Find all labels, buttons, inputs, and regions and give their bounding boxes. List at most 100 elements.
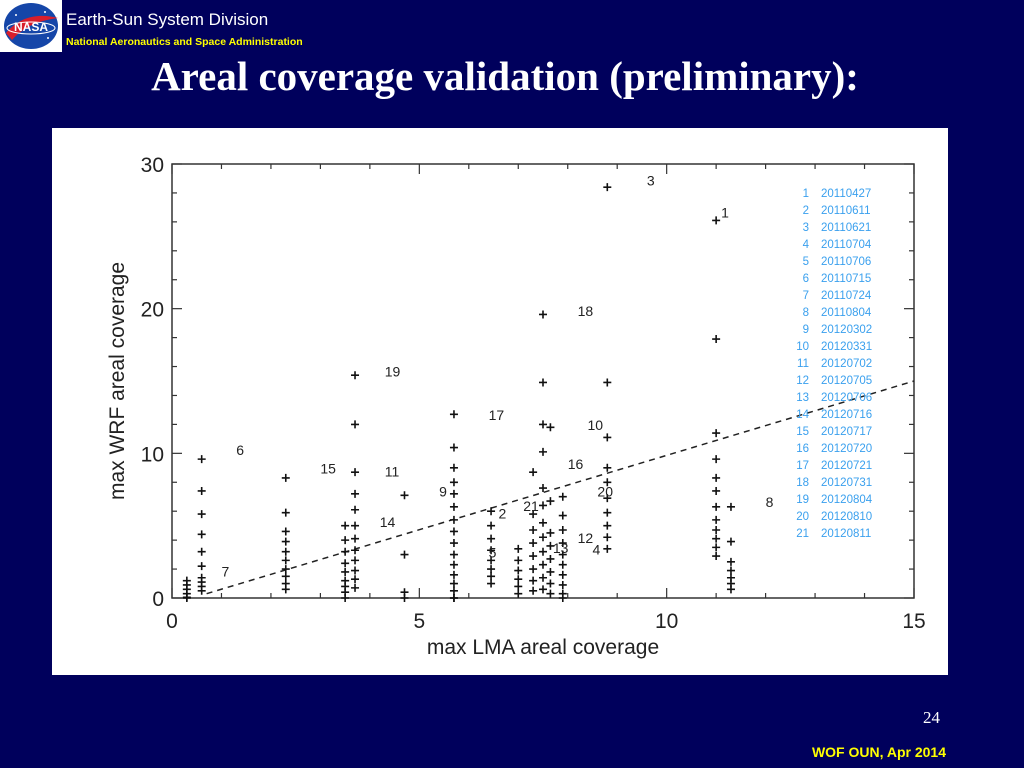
data-point [351,468,360,477]
data-point [712,502,721,511]
point-label: 8 [766,494,774,510]
data-point [558,594,567,602]
data-point [341,576,350,585]
data-point [197,573,206,582]
data-point [539,573,547,582]
y-tick-label: 20 [141,299,164,322]
data-point [514,575,523,584]
nasa-logo: NASA [0,0,62,52]
legend-date: 20120720 [821,443,872,455]
data-point [182,593,191,602]
legend-date: 20110715 [821,273,871,285]
data-point [529,552,538,561]
legend-number: 1 [803,188,809,200]
data-point [351,575,360,584]
data-point [351,566,360,575]
data-point [539,501,547,510]
x-tick-label: 0 [166,610,178,633]
data-point [341,594,350,602]
data-point [514,544,523,553]
data-point [539,378,547,387]
data-point [341,547,350,556]
legend-number: 4 [803,239,810,251]
data-point [603,183,612,192]
data-point [726,502,735,511]
legend-date: 20120717 [821,426,872,438]
data-point [712,515,721,524]
data-point [726,573,735,582]
data-point [197,455,206,464]
data-point [351,583,360,592]
data-point [351,489,360,498]
point-label: 9 [439,484,447,500]
data-point [539,585,547,594]
data-point [449,586,458,595]
legend-number: 8 [803,307,809,319]
data-point [351,505,360,514]
data-point [351,534,360,543]
data-point [281,565,290,574]
legend-number: 10 [796,341,809,353]
data-point [197,510,206,519]
data-point [712,335,721,344]
data-point [712,429,721,438]
data-point [449,515,458,524]
data-point [529,526,538,535]
legend-date: 20110724 [821,290,872,302]
data-point [712,455,721,464]
legend-date: 20120721 [821,460,872,472]
legend-number: 2 [803,205,809,217]
footer-text: WOF OUN, Apr 2014 [811,744,946,760]
point-label: 16 [568,456,584,472]
x-tick-label: 5 [413,610,425,633]
data-point [546,579,555,588]
data-point [546,423,555,432]
data-point [603,544,612,553]
legend-number: 16 [796,443,809,455]
data-point [281,556,290,565]
data-point [182,576,191,585]
data-point [546,554,555,563]
data-point [487,579,496,588]
data-point [281,572,290,581]
legend-number: 5 [803,256,809,268]
x-axis-label: max LMA areal coverage [427,636,659,659]
data-point [449,539,458,548]
point-label: 12 [578,530,594,546]
data-point [558,580,567,589]
y-tick-label: 30 [141,154,164,177]
data-point [449,410,458,419]
data-point [341,559,350,568]
data-point [529,565,538,574]
legend-date: 20120804 [821,494,873,506]
legend-date: 20120331 [821,341,872,353]
data-point [281,579,290,588]
legend-date: 20110427 [821,188,871,200]
data-point [449,443,458,452]
data-point [603,494,612,503]
data-point [539,447,547,456]
data-point [539,547,547,556]
data-point [449,502,458,511]
point-label: 7 [221,563,229,579]
legend-number: 20 [796,511,809,523]
data-point [726,557,735,566]
data-point [487,546,496,555]
point-label: 18 [578,303,594,319]
data-point [514,589,523,598]
data-point [539,310,547,319]
legend-date: 20120705 [821,375,872,387]
data-point [351,371,360,380]
data-point [539,484,547,493]
data-point [726,537,735,546]
data-point [603,433,612,442]
data-point [197,486,206,495]
point-label: 20 [597,484,613,500]
point-label: 13 [553,540,569,556]
legend-date: 20110621 [821,222,871,234]
legend-date: 20120702 [821,358,872,370]
data-point [281,508,290,517]
data-point [281,537,290,546]
